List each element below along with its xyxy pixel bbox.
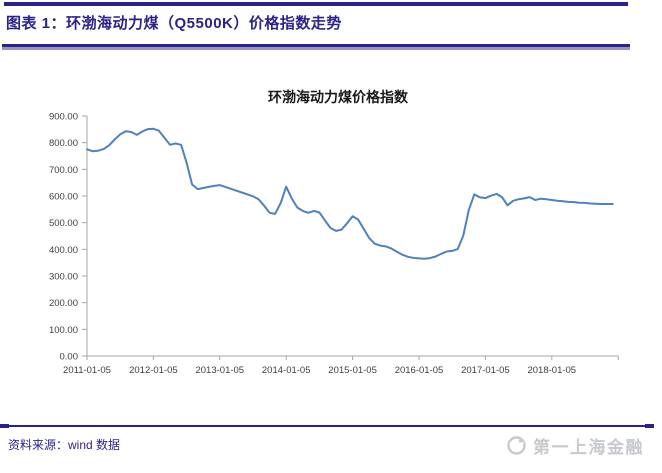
brand-name: 第一上海金融 bbox=[533, 438, 644, 457]
y-axis-label: 900.00 bbox=[49, 112, 78, 123]
x-axis-label: 2016-01-05 bbox=[395, 365, 444, 376]
y-axis-label: 0.00 bbox=[60, 352, 79, 363]
y-axis-label: 400.00 bbox=[49, 245, 78, 256]
x-axis-label: 2015-01-05 bbox=[328, 365, 377, 376]
title-separator bbox=[2, 44, 630, 50]
price-index-chart: 环渤海动力煤价格指数 0.00 100.00 200.00 300.00 400.00 50… bbox=[49, 89, 619, 376]
y-axis-label: 800.00 bbox=[49, 138, 78, 149]
title-separator-dark-line bbox=[2, 44, 630, 47]
x-axis-label: 2013-01-05 bbox=[195, 365, 244, 376]
price-index-line bbox=[86, 127, 614, 260]
footer-divider bbox=[0, 425, 654, 427]
y-axis-label: 200.00 bbox=[49, 298, 78, 309]
footer-divider-left-cap bbox=[0, 424, 9, 428]
y-axis-label: 700.00 bbox=[49, 165, 78, 176]
x-axis-label: 2014-01-05 bbox=[262, 365, 311, 376]
y-axis-label: 100.00 bbox=[49, 325, 78, 336]
y-axis-label: 300.00 bbox=[49, 272, 78, 283]
title-separator-light-line bbox=[2, 47, 630, 50]
y-axis-label: 500.00 bbox=[49, 218, 78, 229]
x-axis-label: 2018-01-05 bbox=[527, 365, 576, 376]
x-axis-label: 2017-01-05 bbox=[461, 365, 510, 376]
chart-title: 环渤海动力煤价格指数 bbox=[268, 89, 409, 105]
brand-logo: 第一上海金融 bbox=[506, 433, 644, 458]
y-axis-label: 600.00 bbox=[49, 192, 78, 203]
data-source-note: 资料来源：wind 数据 bbox=[8, 438, 121, 452]
footer-divider-right-cap bbox=[645, 424, 654, 428]
figure-title: 图表 1：环渤海动力煤（Q5500K）价格指数走势 bbox=[6, 15, 342, 32]
x-axis-label: 2011-01-05 bbox=[63, 365, 111, 376]
brand-globe-icon bbox=[507, 436, 526, 455]
top-accent-bar bbox=[4, 2, 628, 6]
x-axis-label: 2012-01-05 bbox=[129, 365, 178, 376]
